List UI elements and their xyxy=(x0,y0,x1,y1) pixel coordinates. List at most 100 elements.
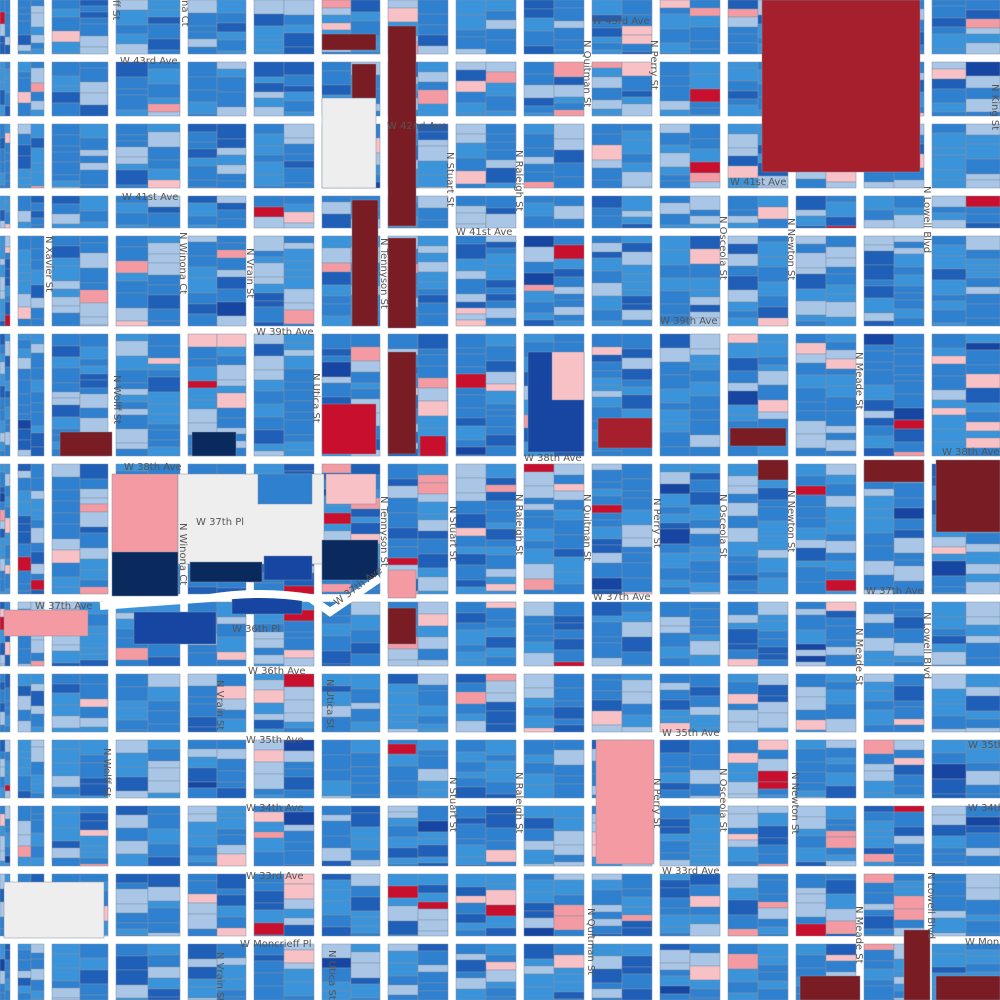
parcel[interactable] xyxy=(659,471,691,485)
parcel[interactable] xyxy=(727,235,759,245)
parcel[interactable] xyxy=(931,601,967,618)
parcel[interactable] xyxy=(17,264,32,274)
parcel[interactable] xyxy=(455,943,487,955)
parcel[interactable] xyxy=(795,252,827,269)
parcel[interactable] xyxy=(187,913,218,930)
parcel[interactable] xyxy=(216,927,247,937)
parcel[interactable] xyxy=(17,820,32,836)
parcel[interactable] xyxy=(825,689,857,705)
parcel[interactable] xyxy=(79,579,109,588)
parcel[interactable] xyxy=(79,242,109,254)
parcel[interactable] xyxy=(893,706,925,720)
parcel[interactable] xyxy=(30,857,45,867)
parcel[interactable] xyxy=(321,355,352,363)
parcel[interactable] xyxy=(115,340,149,357)
parcel[interactable] xyxy=(115,903,149,914)
parcel[interactable] xyxy=(187,380,218,389)
parcel[interactable] xyxy=(187,131,218,143)
parcel[interactable] xyxy=(795,342,827,355)
parcel[interactable] xyxy=(621,348,653,359)
parcel[interactable] xyxy=(30,713,45,728)
parcel[interactable] xyxy=(523,45,555,55)
parcel[interactable] xyxy=(0,689,6,704)
parcel[interactable] xyxy=(485,61,517,73)
parcel[interactable] xyxy=(350,943,381,953)
parcel[interactable] xyxy=(591,144,623,161)
parcel[interactable] xyxy=(387,692,419,706)
parcel[interactable] xyxy=(17,249,32,266)
parcel[interactable] xyxy=(17,673,32,687)
parcel[interactable] xyxy=(863,943,895,951)
parcel[interactable] xyxy=(216,616,247,625)
parcel[interactable] xyxy=(621,896,653,908)
parcel[interactable] xyxy=(689,828,721,845)
parcel[interactable] xyxy=(485,849,517,863)
parcel[interactable] xyxy=(253,960,285,974)
parcel[interactable] xyxy=(727,833,759,841)
parcel[interactable] xyxy=(17,523,32,533)
parcel[interactable] xyxy=(321,512,352,525)
parcel[interactable] xyxy=(51,943,81,955)
parcel[interactable] xyxy=(216,154,247,166)
parcel[interactable] xyxy=(591,463,623,471)
parcel[interactable] xyxy=(553,687,585,702)
parcel[interactable] xyxy=(965,624,1000,637)
parcel[interactable] xyxy=(689,138,721,150)
parcel[interactable] xyxy=(283,686,315,701)
parcel[interactable] xyxy=(4,687,11,702)
parcel[interactable] xyxy=(727,33,759,44)
parcel[interactable] xyxy=(825,474,857,485)
parcel[interactable] xyxy=(17,235,32,251)
parcel-deep-blue[interactable] xyxy=(263,555,313,581)
parcel[interactable] xyxy=(659,993,691,1000)
parcel[interactable] xyxy=(321,51,352,55)
parcel[interactable] xyxy=(253,831,285,839)
parcel[interactable] xyxy=(757,749,789,760)
parcel[interactable] xyxy=(485,883,517,891)
parcel[interactable] xyxy=(795,494,827,508)
parcel[interactable] xyxy=(51,404,81,418)
parcel[interactable] xyxy=(621,679,653,693)
parcel[interactable] xyxy=(30,333,45,345)
parcel[interactable] xyxy=(147,103,181,113)
parcel[interactable] xyxy=(591,552,623,564)
parcel[interactable] xyxy=(51,280,81,290)
parcel[interactable] xyxy=(931,673,967,690)
parcel[interactable] xyxy=(187,255,218,268)
parcel-pink[interactable] xyxy=(3,609,89,637)
parcel[interactable] xyxy=(965,573,1000,583)
parcel[interactable] xyxy=(689,7,721,17)
parcel[interactable] xyxy=(591,642,623,659)
parcel[interactable] xyxy=(455,183,487,189)
parcel[interactable] xyxy=(689,348,721,356)
parcel[interactable] xyxy=(591,873,623,881)
parcel[interactable] xyxy=(51,847,81,859)
parcel[interactable] xyxy=(795,761,827,773)
parcel[interactable] xyxy=(727,26,759,35)
parcel[interactable] xyxy=(187,46,218,55)
parcel[interactable] xyxy=(253,321,285,327)
parcel[interactable] xyxy=(321,361,352,378)
parcel[interactable] xyxy=(893,274,925,287)
parcel-navy[interactable] xyxy=(321,539,379,581)
parcel[interactable] xyxy=(591,988,623,999)
parcel-dark-red[interactable] xyxy=(59,431,113,457)
parcel[interactable] xyxy=(825,818,857,826)
parcel[interactable] xyxy=(795,353,827,364)
parcel[interactable] xyxy=(455,425,487,441)
parcel[interactable] xyxy=(0,235,6,245)
parcel[interactable] xyxy=(417,950,449,966)
parcel[interactable] xyxy=(253,161,285,176)
parcel[interactable] xyxy=(79,503,109,513)
parcel[interactable] xyxy=(825,495,857,508)
parcel[interactable] xyxy=(350,766,381,777)
parcel[interactable] xyxy=(795,916,827,925)
parcel[interactable] xyxy=(283,864,315,867)
parcel[interactable] xyxy=(455,205,487,214)
parcel[interactable] xyxy=(30,210,45,219)
parcel[interactable] xyxy=(147,700,181,712)
parcel[interactable] xyxy=(51,762,81,777)
parcel[interactable] xyxy=(417,281,449,290)
parcel[interactable] xyxy=(147,23,181,40)
parcel[interactable] xyxy=(79,169,109,186)
